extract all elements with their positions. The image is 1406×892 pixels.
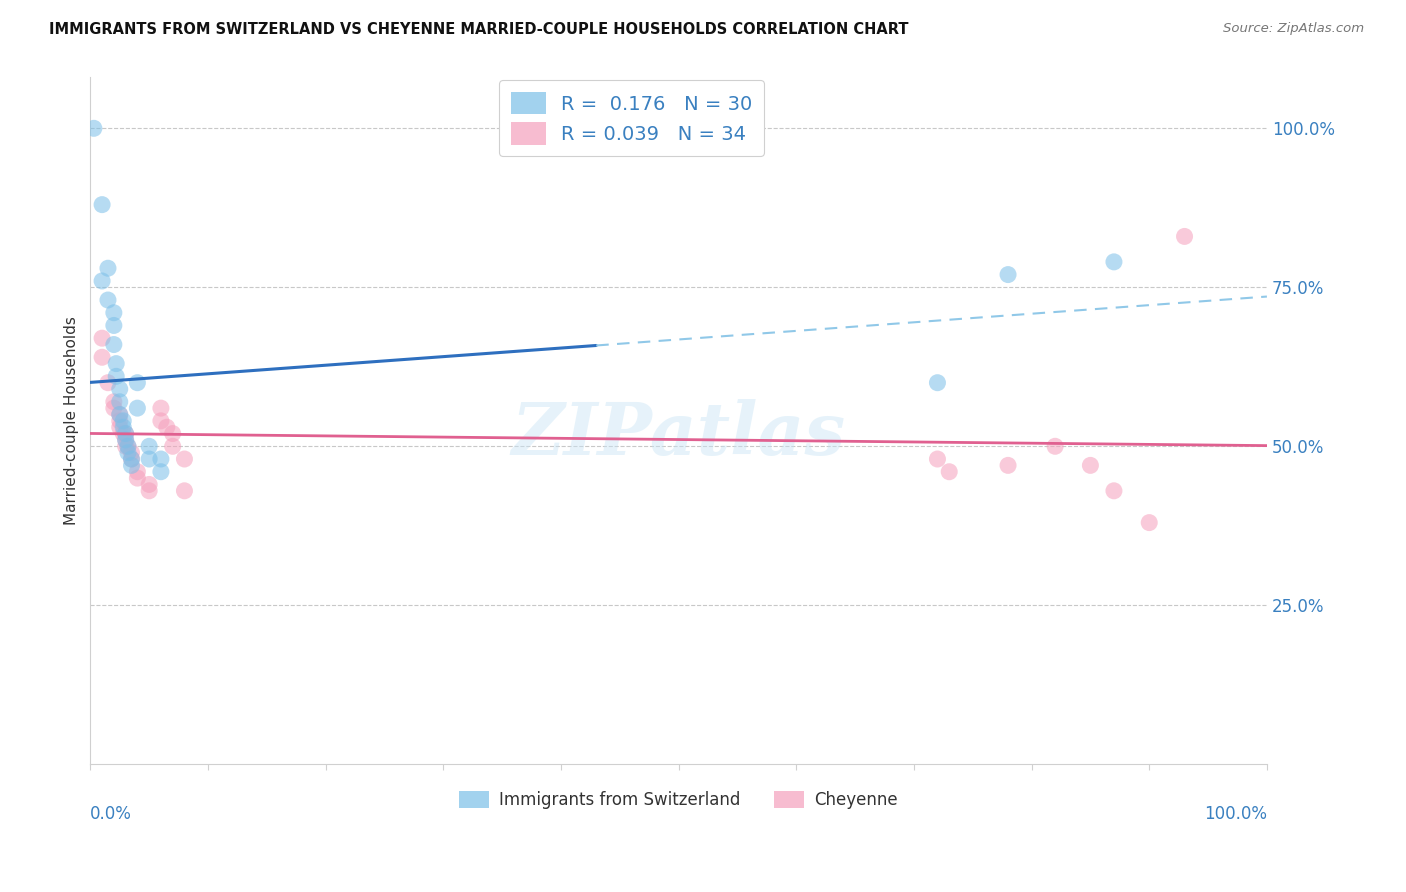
Point — [138, 439, 160, 453]
Point — [121, 458, 143, 473]
Point — [112, 420, 135, 434]
Point — [108, 408, 131, 422]
Point — [108, 420, 131, 434]
Point — [91, 197, 114, 211]
Point — [105, 369, 128, 384]
Y-axis label: Married-couple Households: Married-couple Households — [65, 317, 79, 525]
Point — [91, 331, 114, 345]
Point — [173, 452, 195, 467]
Point — [108, 382, 131, 396]
Text: Source: ZipAtlas.com: Source: ZipAtlas.com — [1223, 22, 1364, 36]
Point — [114, 433, 136, 447]
Point — [156, 420, 179, 434]
Point — [149, 401, 172, 416]
Point — [1102, 255, 1125, 269]
Point — [114, 439, 136, 453]
Point — [162, 426, 184, 441]
Point — [127, 401, 149, 416]
Legend: Immigrants from Switzerland, Cheyenne: Immigrants from Switzerland, Cheyenne — [451, 783, 905, 818]
Point — [112, 426, 135, 441]
Point — [1043, 439, 1066, 453]
Point — [103, 318, 125, 333]
Point — [103, 394, 125, 409]
Point — [149, 465, 172, 479]
Point — [91, 274, 114, 288]
Point — [127, 471, 149, 485]
Text: IMMIGRANTS FROM SWITZERLAND VS CHEYENNE MARRIED-COUPLE HOUSEHOLDS CORRELATION CH: IMMIGRANTS FROM SWITZERLAND VS CHEYENNE … — [49, 22, 908, 37]
Point — [97, 261, 120, 276]
Point — [103, 306, 125, 320]
Point — [117, 439, 139, 453]
Point — [1080, 458, 1102, 473]
Text: 100.0%: 100.0% — [1204, 805, 1267, 823]
Point — [138, 477, 160, 491]
Point — [938, 465, 960, 479]
Point — [149, 452, 172, 467]
Point — [112, 414, 135, 428]
Point — [121, 445, 143, 459]
Point — [97, 293, 120, 307]
Text: ZIPatlas: ZIPatlas — [512, 399, 845, 470]
Point — [927, 452, 949, 467]
Point — [138, 452, 160, 467]
Point — [149, 414, 172, 428]
Point — [127, 376, 149, 390]
Point — [117, 445, 139, 459]
Point — [97, 376, 120, 390]
Point — [114, 426, 136, 441]
Point — [127, 465, 149, 479]
Point — [83, 121, 105, 136]
Point — [103, 401, 125, 416]
Point — [108, 414, 131, 428]
Point — [173, 483, 195, 498]
Point — [138, 483, 160, 498]
Point — [121, 452, 143, 467]
Point — [997, 268, 1019, 282]
Point — [108, 394, 131, 409]
Point — [997, 458, 1019, 473]
Point — [114, 433, 136, 447]
Point — [1137, 516, 1160, 530]
Point — [1173, 229, 1195, 244]
Point — [927, 376, 949, 390]
Point — [105, 357, 128, 371]
Point — [114, 426, 136, 441]
Point — [91, 351, 114, 365]
Point — [117, 439, 139, 453]
Text: 0.0%: 0.0% — [90, 805, 132, 823]
Point — [103, 337, 125, 351]
Point — [121, 452, 143, 467]
Point — [162, 439, 184, 453]
Point — [1102, 483, 1125, 498]
Point — [108, 408, 131, 422]
